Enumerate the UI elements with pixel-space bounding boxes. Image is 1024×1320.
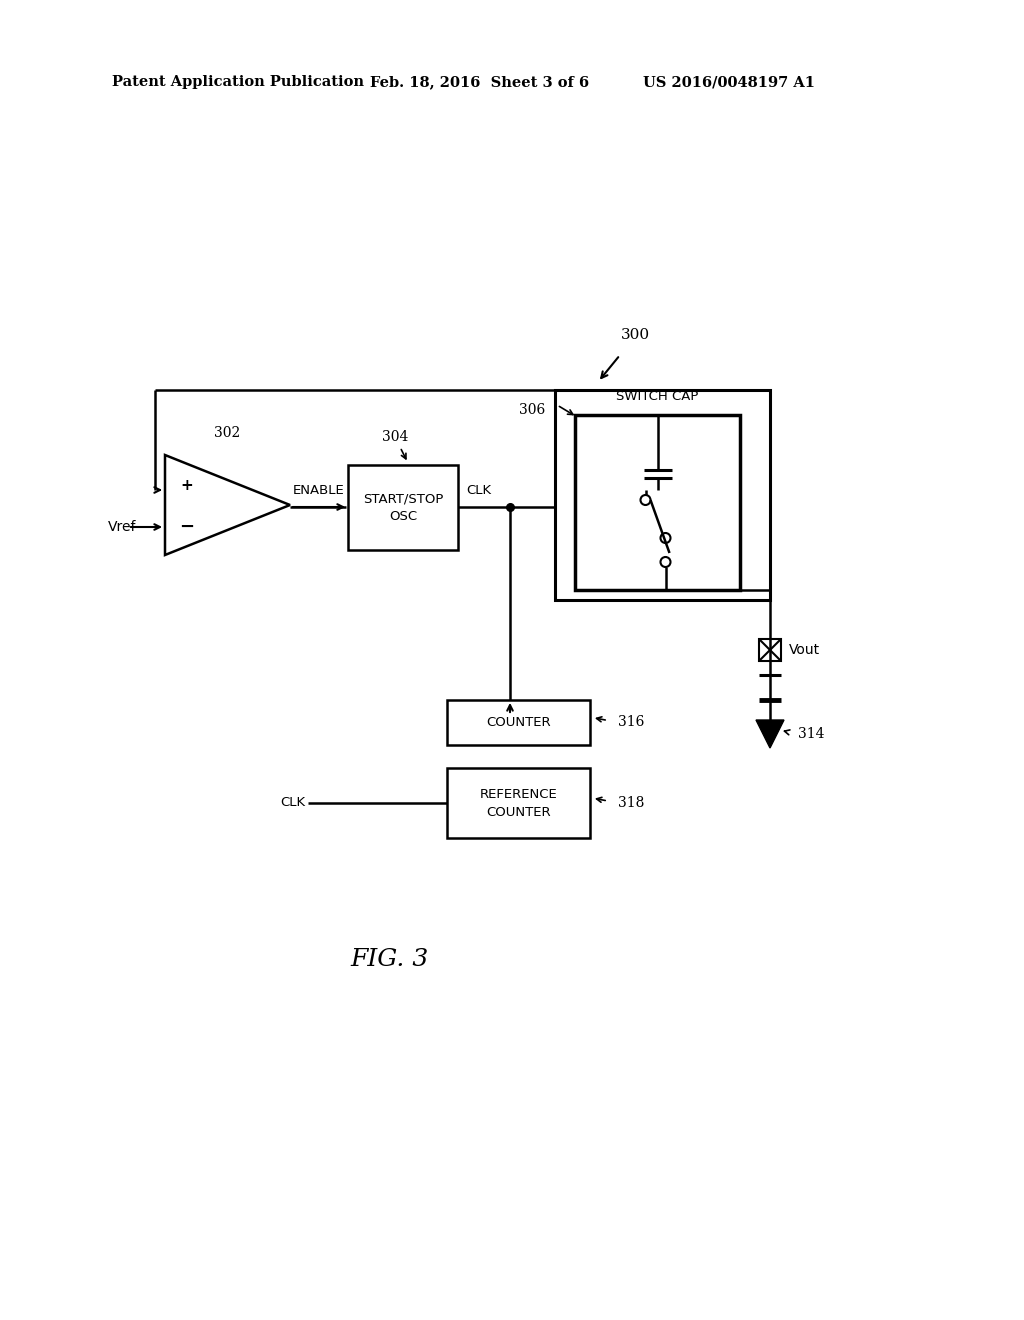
Text: SWITCH CAP: SWITCH CAP [616, 391, 698, 404]
Text: 304: 304 [382, 430, 409, 444]
Text: +: + [180, 478, 194, 492]
Text: 302: 302 [214, 426, 241, 440]
Text: 318: 318 [618, 796, 644, 810]
Text: OSC: OSC [389, 510, 417, 523]
Bar [575, 414, 740, 590]
Text: COUNTER: COUNTER [486, 715, 551, 729]
Text: 306: 306 [519, 403, 545, 417]
Text: CLK: CLK [467, 484, 492, 498]
Text: Vout: Vout [790, 643, 820, 657]
Text: FIG. 3: FIG. 3 [351, 949, 429, 972]
Text: 316: 316 [618, 715, 644, 730]
Bar [555, 389, 770, 601]
Text: ENABLE: ENABLE [293, 484, 345, 498]
Text: Feb. 18, 2016  Sheet 3 of 6: Feb. 18, 2016 Sheet 3 of 6 [370, 75, 589, 88]
Bar [447, 768, 590, 838]
Text: Patent Application Publication: Patent Application Publication [112, 75, 364, 88]
Text: US 2016/0048197 A1: US 2016/0048197 A1 [643, 75, 815, 88]
Text: COUNTER: COUNTER [486, 805, 551, 818]
Text: REFERENCE: REFERENCE [479, 788, 557, 801]
Text: −: − [179, 517, 195, 536]
Bar [759, 639, 781, 661]
Text: 314: 314 [798, 727, 824, 741]
Text: CLK: CLK [280, 796, 305, 809]
Text: START/STOP: START/STOP [362, 492, 443, 506]
Text: Vref: Vref [108, 520, 136, 535]
Bar [348, 465, 458, 550]
Polygon shape [756, 719, 784, 748]
Bar [447, 700, 590, 744]
Text: 300: 300 [621, 327, 649, 342]
